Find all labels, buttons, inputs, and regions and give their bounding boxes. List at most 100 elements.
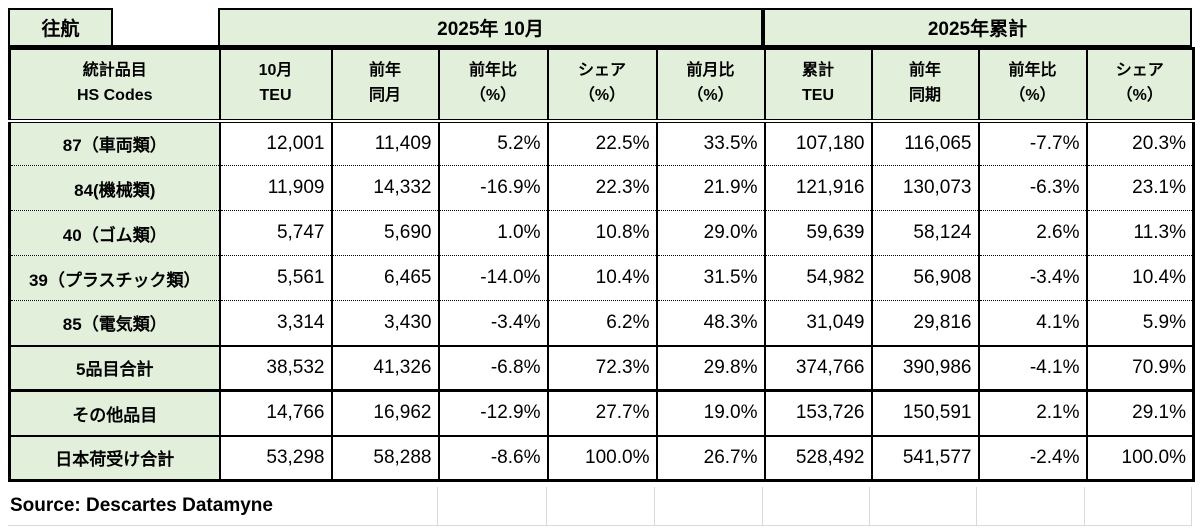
value-cell: 33.5% xyxy=(655,120,765,166)
value-cell: -6.8% xyxy=(437,344,548,391)
title-bar-gap xyxy=(113,8,218,47)
value-cell: 5,747 xyxy=(218,210,332,256)
value-cell: 100.0% xyxy=(546,434,657,481)
value-cell: 121,916 xyxy=(763,165,872,211)
table-row: 5品目合計 38,532 41,326 -6.8% 72.3% 29.8% 374,766 3… xyxy=(8,344,1194,391)
table-row: 87（車両類） 12,001 11,409 5.2% 22.5% 33.5% 107,180… xyxy=(8,120,1194,166)
value-cell: 3,430 xyxy=(330,300,439,346)
row-label-cell: 85（電気類） xyxy=(8,300,220,346)
value-cell: 5.2% xyxy=(437,120,548,166)
grid-cell xyxy=(870,487,978,525)
value-cell: 6.2% xyxy=(546,300,657,346)
row-label-cell: 40（ゴム類） xyxy=(8,210,220,256)
value-cell: 20.3% xyxy=(1085,120,1194,166)
grid-cell xyxy=(763,487,871,525)
source-row: Source: Descartes Datamyne xyxy=(8,487,1192,526)
value-cell: -2.4% xyxy=(977,434,1087,481)
value-cell: -7.7% xyxy=(977,120,1087,166)
direction-label: 往航 xyxy=(41,19,80,40)
value-cell: 56,908 xyxy=(870,255,979,301)
ytd-period-label: 2025年累計 xyxy=(927,19,1028,40)
value-cell: 5.9% xyxy=(1085,300,1194,346)
value-cell: 2.1% xyxy=(977,389,1087,436)
value-cell: 2.6% xyxy=(977,210,1087,256)
column-header-item: 統計品目 HS Codes xyxy=(8,48,220,123)
value-cell: 23.1% xyxy=(1085,165,1194,211)
row-label-cell: 日本荷受け合計 xyxy=(8,434,220,481)
value-cell: 19.0% xyxy=(655,389,765,436)
row-label-cell: 84(機械類) xyxy=(8,165,220,211)
column-header-ytd-share-pct: シェア （%） xyxy=(1085,48,1194,123)
value-cell: -12.9% xyxy=(437,389,548,436)
value-cell: 116,065 xyxy=(870,120,979,166)
column-header-ytd-yoy-pct: 前年比 （%） xyxy=(977,48,1087,123)
column-header-prev-year-period: 前年 同期 xyxy=(870,48,979,123)
table-row: 40（ゴム類） 5,747 5,690 1.0% 10.8% 29.0% 59,639 58,… xyxy=(8,210,1194,256)
header-row: 統計品目 HS Codes 10月 TEU 前年 同月 前年比 （%） シェア （%） 前… xyxy=(8,48,1194,123)
value-cell: 41,326 xyxy=(330,344,439,391)
value-cell: 31,049 xyxy=(763,300,872,346)
table-row: 85（電気類） 3,314 3,430 -3.4% 6.2% 48.3% 31,049 29,… xyxy=(8,300,1194,346)
table-row: 日本荷受け合計 53,298 58,288 -8.6% 100.0% 26.7% 528,4… xyxy=(8,434,1194,481)
value-cell: 16,962 xyxy=(330,389,439,436)
value-cell: -14.0% xyxy=(437,255,548,301)
value-cell: 10.4% xyxy=(546,255,657,301)
grid-cell xyxy=(1085,487,1192,525)
value-cell: 29.8% xyxy=(655,344,765,391)
value-cell: 541,577 xyxy=(870,434,979,481)
value-cell: 58,124 xyxy=(870,210,979,256)
table-row: 39（プラスチック類） 5,561 6,465 -14.0% 10.4% 31.5% 54,… xyxy=(8,255,1194,301)
title-bar: 往航 2025年 10月 2025年累計 xyxy=(8,8,1192,47)
grid-cell xyxy=(438,487,547,525)
value-cell: 107,180 xyxy=(763,120,872,166)
value-cell: 48.3% xyxy=(655,300,765,346)
value-cell: 31.5% xyxy=(655,255,765,301)
value-cell: 4.1% xyxy=(977,300,1087,346)
value-cell: 11.3% xyxy=(1085,210,1194,256)
value-cell: 22.5% xyxy=(546,120,657,166)
value-cell: 26.7% xyxy=(655,434,765,481)
value-cell: 27.7% xyxy=(546,389,657,436)
column-header-mom-pct: 前月比 （%） xyxy=(655,48,765,123)
value-cell: 100.0% xyxy=(1085,434,1194,481)
month-period-label: 2025年 10月 xyxy=(437,19,544,40)
value-cell: -3.4% xyxy=(437,300,548,346)
value-cell: 59,639 xyxy=(763,210,872,256)
column-header-prev-year-month: 前年 同月 xyxy=(330,48,439,123)
value-cell: 29.1% xyxy=(1085,389,1194,436)
column-header-yoy-pct: 前年比 （%） xyxy=(437,48,548,123)
value-cell: 53,298 xyxy=(218,434,332,481)
value-cell: 5,561 xyxy=(218,255,332,301)
value-cell: 150,591 xyxy=(870,389,979,436)
value-cell: 14,332 xyxy=(330,165,439,211)
value-cell: 3,314 xyxy=(218,300,332,346)
grid-cell xyxy=(547,487,656,525)
row-label-cell: その他品目 xyxy=(8,389,220,436)
value-cell: 5,690 xyxy=(330,210,439,256)
value-cell: -3.4% xyxy=(977,255,1087,301)
row-label-cell: 87（車両類） xyxy=(8,120,220,166)
value-cell: 1.0% xyxy=(437,210,548,256)
ytd-period-header: 2025年累計 xyxy=(763,8,1192,47)
value-cell: -16.9% xyxy=(437,165,548,211)
column-header-share-pct: シェア （%） xyxy=(546,48,657,123)
value-cell: 70.9% xyxy=(1085,344,1194,391)
table-body: 87（車両類） 12,001 11,409 5.2% 22.5% 33.5% 107,180… xyxy=(8,120,1194,481)
value-cell: 153,726 xyxy=(763,389,872,436)
value-cell: 130,073 xyxy=(870,165,979,211)
table-row: その他品目 14,766 16,962 -12.9% 27.7% 19.0% 153,726… xyxy=(8,389,1194,436)
value-cell: 11,409 xyxy=(330,120,439,166)
source-note: Source: Descartes Datamyne xyxy=(8,487,438,525)
row-label-cell: 5品目合計 xyxy=(8,344,220,391)
value-cell: -8.6% xyxy=(437,434,548,481)
value-cell: -6.3% xyxy=(977,165,1087,211)
value-cell: 54,982 xyxy=(763,255,872,301)
column-header-ytd-teu: 累計 TEU xyxy=(763,48,872,123)
month-period-header: 2025年 10月 xyxy=(218,8,763,47)
direction-cell: 往航 xyxy=(8,8,113,47)
stats-table: 統計品目 HS Codes 10月 TEU 前年 同月 前年比 （%） シェア （%） 前… xyxy=(8,47,1195,482)
value-cell: 72.3% xyxy=(546,344,657,391)
value-cell: 10.4% xyxy=(1085,255,1194,301)
value-cell: 390,986 xyxy=(870,344,979,391)
